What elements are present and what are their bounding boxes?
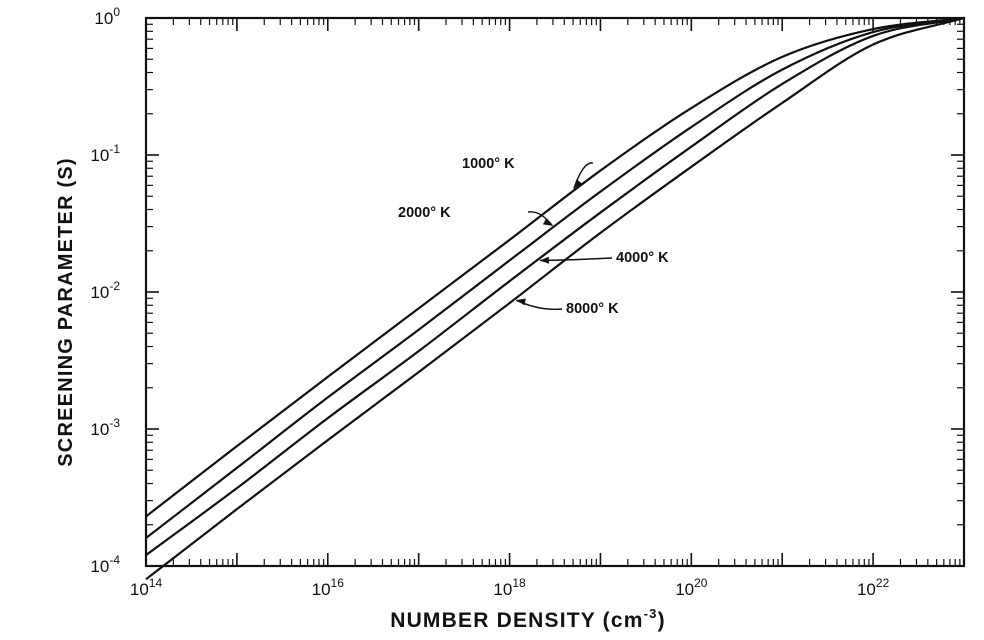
- y-tick-base: 10: [94, 9, 113, 28]
- y-tick-base: 10: [90, 420, 109, 439]
- y-tick-base: 10: [90, 283, 109, 302]
- curves: [145, 16, 965, 581]
- y-tick-base: 10: [90, 557, 109, 576]
- curve-4: [145, 16, 965, 581]
- x-tick-label: 1020: [675, 576, 708, 599]
- y-tick-exp: -1: [109, 142, 120, 156]
- x-tick-base: 10: [675, 580, 694, 599]
- plot-frame: [144, 16, 966, 568]
- x-tick-exp: 18: [512, 576, 526, 590]
- x-axis-title-base: NUMBER DENSITY (cm: [390, 609, 643, 632]
- annotation-arrow-head: [516, 298, 526, 306]
- x-tick-exp: 14: [149, 576, 163, 590]
- curve-annotations: 1000° K 2000° K 4000° K 8000° K: [398, 156, 669, 317]
- x-tick-base: 10: [493, 580, 512, 599]
- x-tick-label: 1014: [130, 576, 163, 599]
- x-tick-base: 10: [857, 580, 876, 599]
- annotation-arrow-head: [573, 179, 583, 189]
- x-axis-title-exp: -3: [644, 606, 658, 621]
- curve-label-1: 1000° K: [462, 156, 515, 172]
- curve-2: [145, 16, 965, 539]
- curve-label-2: 2000° K: [398, 205, 451, 221]
- x-tick-base: 10: [130, 580, 149, 599]
- y-tick-label: 10-1: [90, 142, 120, 165]
- x-tick-base: 10: [312, 580, 331, 599]
- y-tick-label: 100: [94, 5, 120, 28]
- y-tick-label: 10-3: [90, 416, 120, 439]
- curve-label-4: 8000° K: [566, 301, 619, 317]
- x-tick-labels: 1014 1016 1018 1020 1022: [130, 576, 890, 599]
- y-tick-label: 10-4: [90, 553, 120, 576]
- curve-1: [145, 16, 965, 518]
- annotation-arrow-head: [542, 218, 553, 226]
- x-tick-label: 1018: [493, 576, 526, 599]
- y-tick-base: 10: [90, 146, 109, 165]
- x-axis-title: NUMBER DENSITY (cm-3): [390, 606, 666, 632]
- x-tick-exp: 20: [694, 576, 708, 590]
- curve-label-3: 4000° K: [616, 250, 669, 266]
- y-tick-exp: -4: [109, 553, 120, 567]
- y-tick-label: 10-2: [90, 279, 120, 302]
- y-tick-exp: -3: [109, 416, 120, 430]
- y-tick-exp: -2: [109, 279, 120, 293]
- x-axis-title-close: ): [658, 609, 666, 632]
- annotation-arrow-head: [539, 256, 550, 264]
- x-tick-label: 1016: [312, 576, 345, 599]
- curve-3: [145, 16, 965, 557]
- y-tick-exp: 0: [113, 5, 120, 19]
- y-axis-title: SCREENING PARAMETER (S): [55, 157, 77, 466]
- x-tick-exp: 16: [331, 576, 345, 590]
- x-tick-label: 1022: [857, 576, 890, 599]
- x-tick-exp: 22: [876, 576, 890, 590]
